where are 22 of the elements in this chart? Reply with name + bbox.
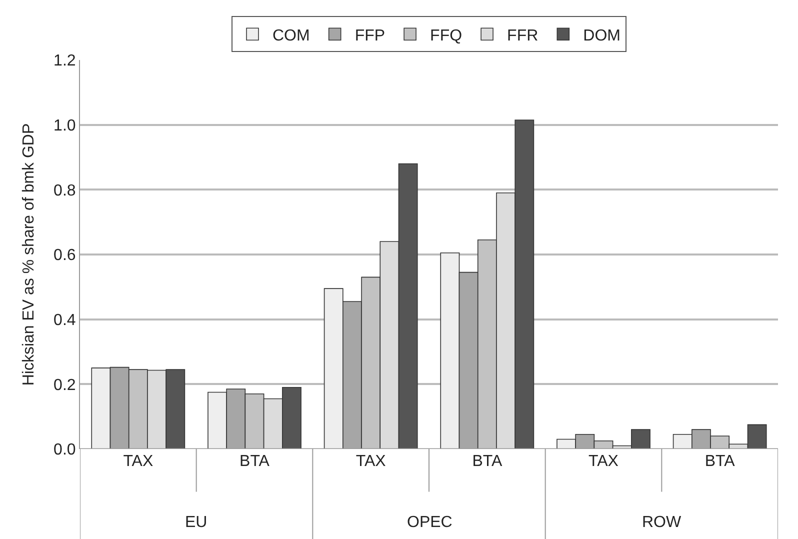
x-tick-label: BTA [704, 453, 736, 470]
legend-label: FFP [354, 27, 386, 44]
text: ROW [642, 514, 682, 531]
y-axis-title: Hicksian EV as % share of bmk GDP [20, 123, 38, 386]
y-tick-label: 0.2 [54, 376, 76, 394]
y-tick-label: 0.0 [54, 442, 76, 459]
legend-label: COM [272, 27, 310, 44]
text: EU [185, 514, 208, 531]
x-tick-label: BTA [240, 453, 270, 470]
y-tick-label: 0.6 [54, 247, 76, 264]
x-tick-label: TAX [123, 453, 154, 470]
x-tick-label: TAX [356, 453, 386, 470]
y-tick-label: 1.2 [54, 52, 76, 70]
y-tick-label: 0.4 [54, 312, 76, 329]
x-tick-label: BTA [472, 453, 502, 470]
y-tick-label: 1.0 [54, 117, 76, 134]
legend-label: FFR [507, 27, 538, 44]
y-tick-label: 0.8 [54, 182, 76, 200]
x-tick-label: TAX [588, 453, 619, 470]
text: OPEC [407, 514, 452, 531]
legend-label: FFQ [430, 27, 462, 44]
legend-label: DOM [583, 27, 620, 44]
